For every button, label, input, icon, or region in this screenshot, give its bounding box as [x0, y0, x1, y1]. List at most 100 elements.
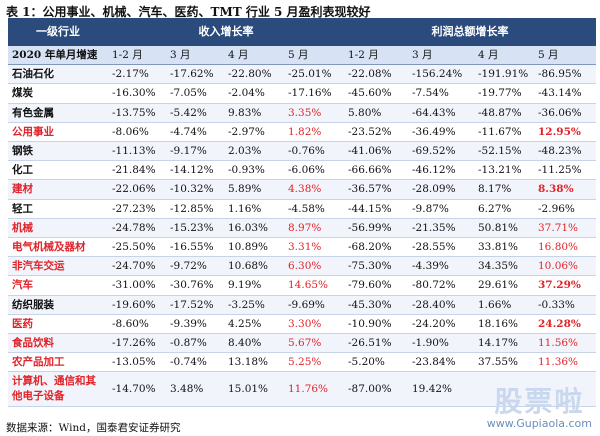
value-cell: -22.80%	[224, 64, 284, 85]
value-cell: 5.80%	[344, 103, 408, 123]
value-cell: -80.72%	[408, 275, 474, 296]
value-cell: -56.99%	[344, 218, 408, 239]
industry-name: 煤炭	[8, 83, 108, 104]
value-cell: -19.77%	[474, 83, 534, 104]
value-cell: -8.60%	[108, 314, 166, 335]
value-cell: -21.84%	[108, 160, 166, 181]
value-cell: -13.21%	[474, 160, 534, 181]
value-cell: -0.87%	[166, 333, 224, 354]
value-cell: -4.74%	[166, 122, 224, 143]
watermark-logo: 股票啦 www.Gupiaola.com	[487, 387, 592, 431]
month-header: 3 月	[166, 46, 224, 66]
value-cell: -11.25%	[534, 160, 596, 181]
value-cell: 5.25%	[284, 352, 344, 373]
value-cell: 3.48%	[166, 371, 224, 408]
value-cell: -87.00%	[344, 371, 408, 408]
table-row: 医药 -8.60% -9.39% 4.25% 3.30% -10.90% -24.20% 18…	[8, 314, 596, 335]
month-header: 4 月	[474, 46, 534, 66]
industry-name: 农产品加工	[8, 352, 108, 373]
value-cell: -48.87%	[474, 103, 534, 123]
table-row: 建材 -22.06% -10.32% 5.89% 4.38% -36.57% -28.09%…	[8, 179, 596, 200]
value-cell: -41.06%	[344, 141, 408, 162]
value-cell: -11.67%	[474, 122, 534, 143]
table-row: 电气机械及器材 -25.50% -16.55% 10.89% 3.31% -68.20% -…	[8, 237, 596, 258]
value-cell: -17.52%	[166, 295, 224, 315]
value-cell: -10.32%	[166, 179, 224, 200]
value-cell: 10.06%	[534, 256, 596, 277]
value-cell: 3.35%	[284, 103, 344, 123]
value-cell: 16.80%	[534, 237, 596, 258]
table-row: 农产品加工 -13.05% -0.74% 13.18% 5.25% -5.20% -23.8…	[8, 352, 596, 373]
value-cell: -11.13%	[108, 141, 166, 162]
value-cell: -36.49%	[408, 122, 474, 143]
industry-name: 纺织服装	[8, 295, 108, 315]
value-cell: -24.20%	[408, 314, 474, 335]
industry-name: 石油石化	[8, 64, 108, 85]
profit-table: 一级行业 收入增长率 利润总额增长率 2020 年单月增速 1-2 月 3 月 …	[8, 18, 596, 408]
value-cell: 13.18%	[224, 352, 284, 373]
value-cell: -25.01%	[284, 64, 344, 85]
industry-name: 有色金属	[8, 103, 108, 123]
value-cell: 29.61%	[474, 275, 534, 296]
value-cell: -3.25%	[224, 295, 284, 315]
value-cell: -2.04%	[224, 83, 284, 104]
value-cell: -64.43%	[408, 103, 474, 123]
value-cell: -6.06%	[284, 160, 344, 181]
subheader-row: 2020 年单月增速 1-2 月 3 月 4 月 5 月 1-2 月 3 月 4…	[8, 46, 596, 66]
header-row: 一级行业 收入增长率 利润总额增长率	[8, 18, 596, 46]
value-cell: -5.20%	[344, 352, 408, 373]
industry-name: 机械	[8, 218, 108, 239]
industry-name: 计算机、通信和其他电子设备	[8, 371, 108, 408]
value-cell: 12.95%	[534, 122, 596, 143]
value-cell: 34.35%	[474, 256, 534, 277]
value-cell: 18.16%	[474, 314, 534, 335]
table-row: 煤炭 -16.30% -7.05% -2.04% -17.16% -45.60% -7.54…	[8, 83, 596, 104]
value-cell: -1.90%	[408, 333, 474, 354]
table-row: 食品饮料 -17.26% -0.87% 8.40% 5.67% -26.51% -1.90%…	[8, 333, 596, 354]
table-row: 非汽车交运 -24.70% -9.72% 10.68% 6.30% -75.30% -4.3…	[8, 256, 596, 277]
value-cell: 24.28%	[534, 314, 596, 335]
value-cell: -46.12%	[408, 160, 474, 181]
value-cell	[474, 371, 534, 408]
industry-name: 非汽车交运	[8, 256, 108, 277]
value-cell: 8.38%	[534, 179, 596, 200]
value-cell: 8.17%	[474, 179, 534, 200]
value-cell: -9.72%	[166, 256, 224, 277]
value-cell: 3.31%	[284, 237, 344, 258]
value-cell: 33.81%	[474, 237, 534, 258]
value-cell: 19.42%	[408, 371, 474, 408]
value-cell: -16.30%	[108, 83, 166, 104]
value-cell: -2.17%	[108, 64, 166, 85]
industry-name: 建材	[8, 179, 108, 200]
value-cell: -15.23%	[166, 218, 224, 239]
value-cell: -0.93%	[224, 160, 284, 181]
value-cell: -0.74%	[166, 352, 224, 373]
value-cell: -26.51%	[344, 333, 408, 354]
value-cell: -23.84%	[408, 352, 474, 373]
value-cell: -9.17%	[166, 141, 224, 162]
value-cell: 9.83%	[224, 103, 284, 123]
value-cell: -9.39%	[166, 314, 224, 335]
value-cell: 2.03%	[224, 141, 284, 162]
value-cell: -5.42%	[166, 103, 224, 123]
value-cell: -75.30%	[344, 256, 408, 277]
value-cell: 8.40%	[224, 333, 284, 354]
value-cell: -36.57%	[344, 179, 408, 200]
value-cell: -13.05%	[108, 352, 166, 373]
revenue-header: 收入增长率	[108, 18, 344, 46]
value-cell: 11.56%	[534, 333, 596, 354]
value-cell: 11.76%	[284, 371, 344, 408]
value-cell: -24.70%	[108, 256, 166, 277]
value-cell: 37.71%	[534, 218, 596, 239]
value-cell: -22.06%	[108, 179, 166, 200]
value-cell: -31.00%	[108, 275, 166, 296]
value-cell: -9.87%	[408, 199, 474, 219]
value-cell: -7.05%	[166, 83, 224, 104]
value-cell: -43.14%	[534, 83, 596, 104]
value-cell: -28.55%	[408, 237, 474, 258]
value-cell: -156.24%	[408, 64, 474, 85]
industry-name: 轻工	[8, 199, 108, 219]
value-cell: -12.85%	[166, 199, 224, 219]
industry-header: 一级行业	[8, 18, 108, 46]
industry-name: 汽车	[8, 275, 108, 296]
